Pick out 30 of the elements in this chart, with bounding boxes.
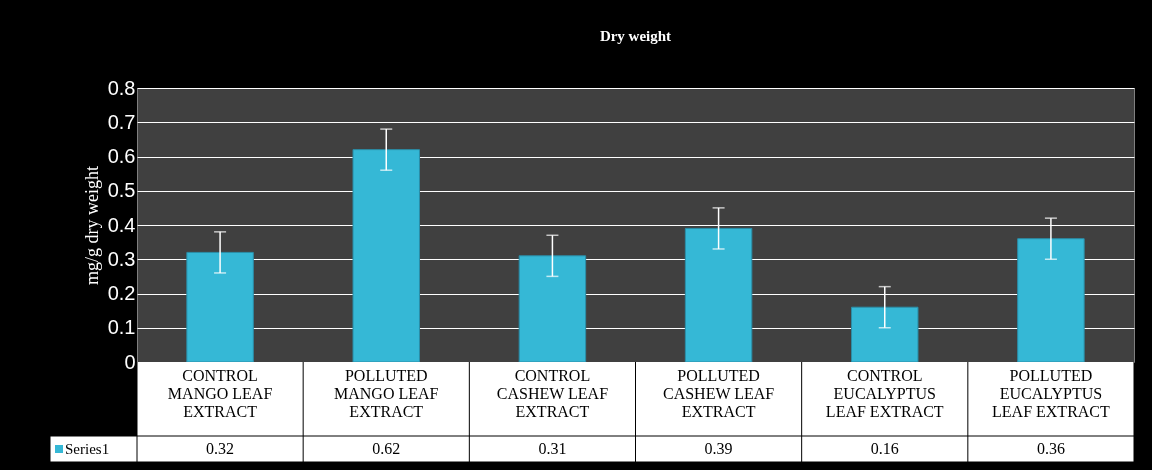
data-label: 0.39 bbox=[704, 440, 733, 457]
bar bbox=[186, 251, 254, 363]
data-label: 0.32 bbox=[206, 440, 235, 457]
y-tick-label: 0.1 bbox=[107, 316, 136, 339]
y-tick-label: 0.4 bbox=[107, 213, 136, 236]
x-tick-label: POLLUTED CASHEW LEAF EXTRACT bbox=[662, 367, 775, 420]
legend-label: Series1 bbox=[65, 441, 110, 457]
y-tick-label: 0.6 bbox=[107, 145, 136, 167]
data-label: 0.16 bbox=[870, 440, 899, 457]
x-tick-label: POLLUTED MANGO LEAF EXTRACT bbox=[334, 367, 439, 420]
bar bbox=[1017, 238, 1085, 363]
bar bbox=[352, 149, 420, 363]
chart-title: Dry weight bbox=[599, 28, 672, 44]
data-label: 0.62 bbox=[372, 440, 401, 457]
y-tick-label: 0.2 bbox=[107, 282, 136, 304]
x-tick-label: CONTROL MANGO LEAF EXTRACT bbox=[167, 367, 273, 420]
x-tick-label: CONTROL CASHEW LEAF EXTRACT bbox=[496, 367, 609, 420]
y-axis-title: mg/g dry weight bbox=[81, 166, 102, 285]
y-tick-label: 0.3 bbox=[107, 247, 136, 270]
bar bbox=[851, 306, 919, 363]
y-tick-label: 0.8 bbox=[107, 76, 136, 99]
y-tick-label: 0.7 bbox=[107, 110, 136, 133]
data-label: 0.31 bbox=[538, 440, 567, 457]
x-tick-label: CONTROL EUCALYPTUS LEAF EXTRACT bbox=[825, 367, 944, 420]
y-tick-label: 0 bbox=[124, 350, 136, 373]
bar bbox=[684, 227, 753, 363]
y-tick-label: 0.5 bbox=[107, 179, 136, 202]
data-label: 0.36 bbox=[1036, 440, 1065, 457]
x-tick-label: POLLUTED EUCALYPTUS LEAF EXTRACT bbox=[992, 367, 1111, 420]
bar bbox=[518, 255, 587, 363]
